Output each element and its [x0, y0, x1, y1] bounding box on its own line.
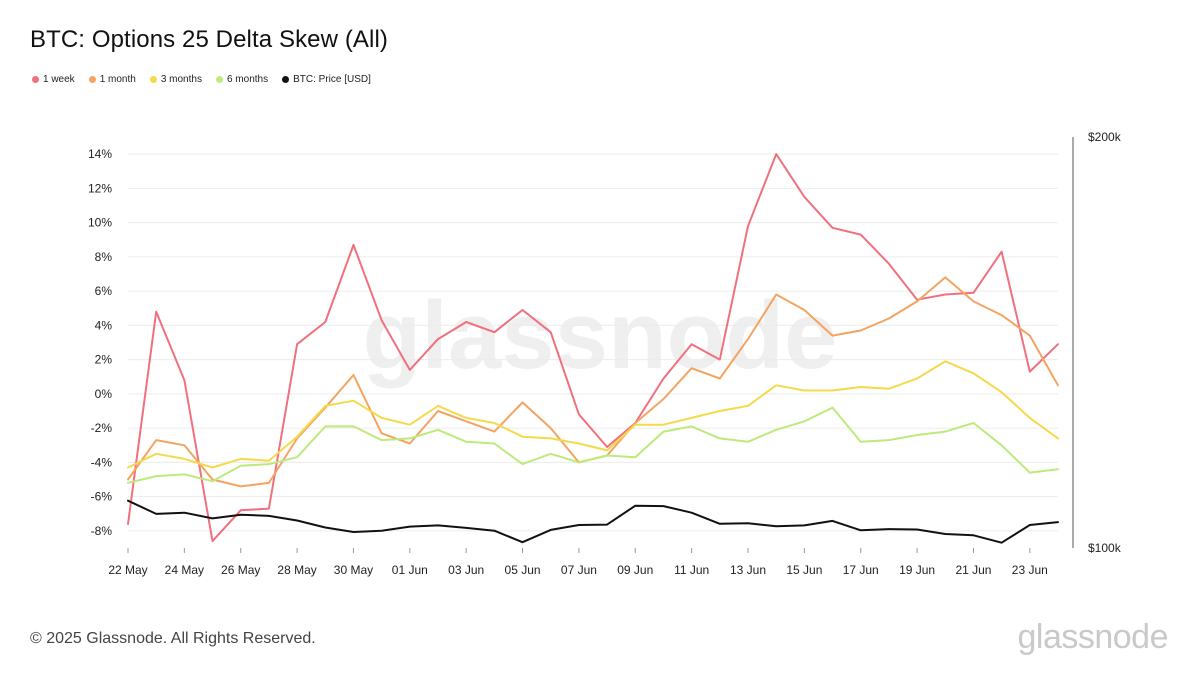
series-line-btc-price-usd[interactable] — [127, 499, 1059, 544]
y-axis-left: -8% -6% -4% -2% 0% 2% 4% 6% 8% 10% 12% 14% — [88, 147, 112, 538]
x-tick-label: 26 May — [221, 563, 260, 577]
x-tick-label: 07 Jun — [561, 563, 597, 577]
y-tick-label: -4% — [91, 455, 113, 469]
x-tick-label: 03 Jun — [448, 563, 484, 577]
x-axis: 22 May 24 May 26 May 28 May 30 May 01 Jun 03 J… — [108, 548, 1048, 577]
y-tick-label: -8% — [91, 524, 113, 538]
x-tick-label: 17 Jun — [843, 563, 879, 577]
y-tick-label: -6% — [91, 490, 113, 504]
x-tick-label: 19 Jun — [899, 563, 935, 577]
copyright-footer: © 2025 Glassnode. All Rights Reserved. — [30, 630, 316, 647]
legend-item-6-months[interactable]: 6 months — [215, 74, 269, 85]
y-tick-label: 0% — [95, 387, 113, 401]
x-tick-label: 23 Jun — [1012, 563, 1048, 577]
legend-label-6-months: 6 months — [226, 74, 269, 85]
x-tick-label: 22 May — [108, 563, 147, 577]
x-tick-label: 30 May — [334, 563, 373, 577]
legend-swatch-1-month — [88, 76, 96, 83]
y-right-tick-label: $100k — [1088, 541, 1122, 555]
y-tick-label: 2% — [95, 353, 113, 367]
legend-label-1-week: 1 week — [43, 74, 75, 85]
legend-swatch-btc-price — [282, 76, 290, 83]
legend-label-3-months: 3 months — [160, 74, 202, 85]
legend-swatch-6-months — [215, 76, 223, 83]
series-group — [127, 153, 1059, 544]
watermark-text: glassnode — [363, 282, 838, 389]
x-tick-label: 01 Jun — [392, 563, 428, 577]
x-tick-label: 24 May — [165, 563, 204, 577]
x-tick-label: 05 Jun — [505, 563, 541, 577]
y-tick-label: 4% — [95, 318, 113, 332]
series-line-6-months[interactable] — [127, 406, 1059, 484]
legend-item-btc-price[interactable]: BTC: Price [USD] — [282, 74, 371, 85]
brand-logo: glassnode — [1017, 618, 1168, 656]
y-tick-label: -2% — [91, 421, 113, 435]
x-tick-label: 28 May — [277, 563, 316, 577]
chart-title: BTC: Options 25 Delta Skew (All) — [30, 26, 388, 53]
grid-lines — [128, 153, 1058, 532]
legend-item-1-month[interactable]: 1 month — [88, 74, 136, 85]
y-axis-right: $100k $200k — [1072, 130, 1122, 555]
y-right-tick-label: $200k — [1088, 130, 1122, 144]
legend-swatch-3-months — [149, 76, 157, 83]
series-line-1-week[interactable] — [127, 153, 1059, 543]
y-tick-label: 10% — [88, 216, 112, 230]
y-tick-label: 14% — [88, 147, 112, 161]
y-tick-label: 12% — [88, 181, 112, 195]
y-tick-label: 8% — [95, 250, 113, 264]
x-tick-label: 11 Jun — [674, 563, 709, 577]
x-tick-label: 09 Jun — [617, 563, 653, 577]
x-tick-label: 15 Jun — [786, 563, 822, 577]
legend-item-3-months[interactable]: 3 months — [149, 74, 202, 85]
legend-label-1-month: 1 month — [99, 74, 136, 85]
chart-legend: 1 week 1 month 3 months 6 months BTC: Pr… — [32, 74, 371, 85]
y-tick-label: 6% — [95, 284, 113, 298]
legend-swatch-1-week — [32, 76, 39, 83]
x-tick-label: 13 Jun — [730, 563, 766, 577]
legend-item-1-week[interactable]: 1 week — [32, 74, 75, 85]
legend-label-btc-price: BTC: Price [USD] — [293, 74, 371, 85]
x-tick-label: 21 Jun — [955, 563, 991, 577]
series-line-3-months[interactable] — [127, 360, 1059, 469]
